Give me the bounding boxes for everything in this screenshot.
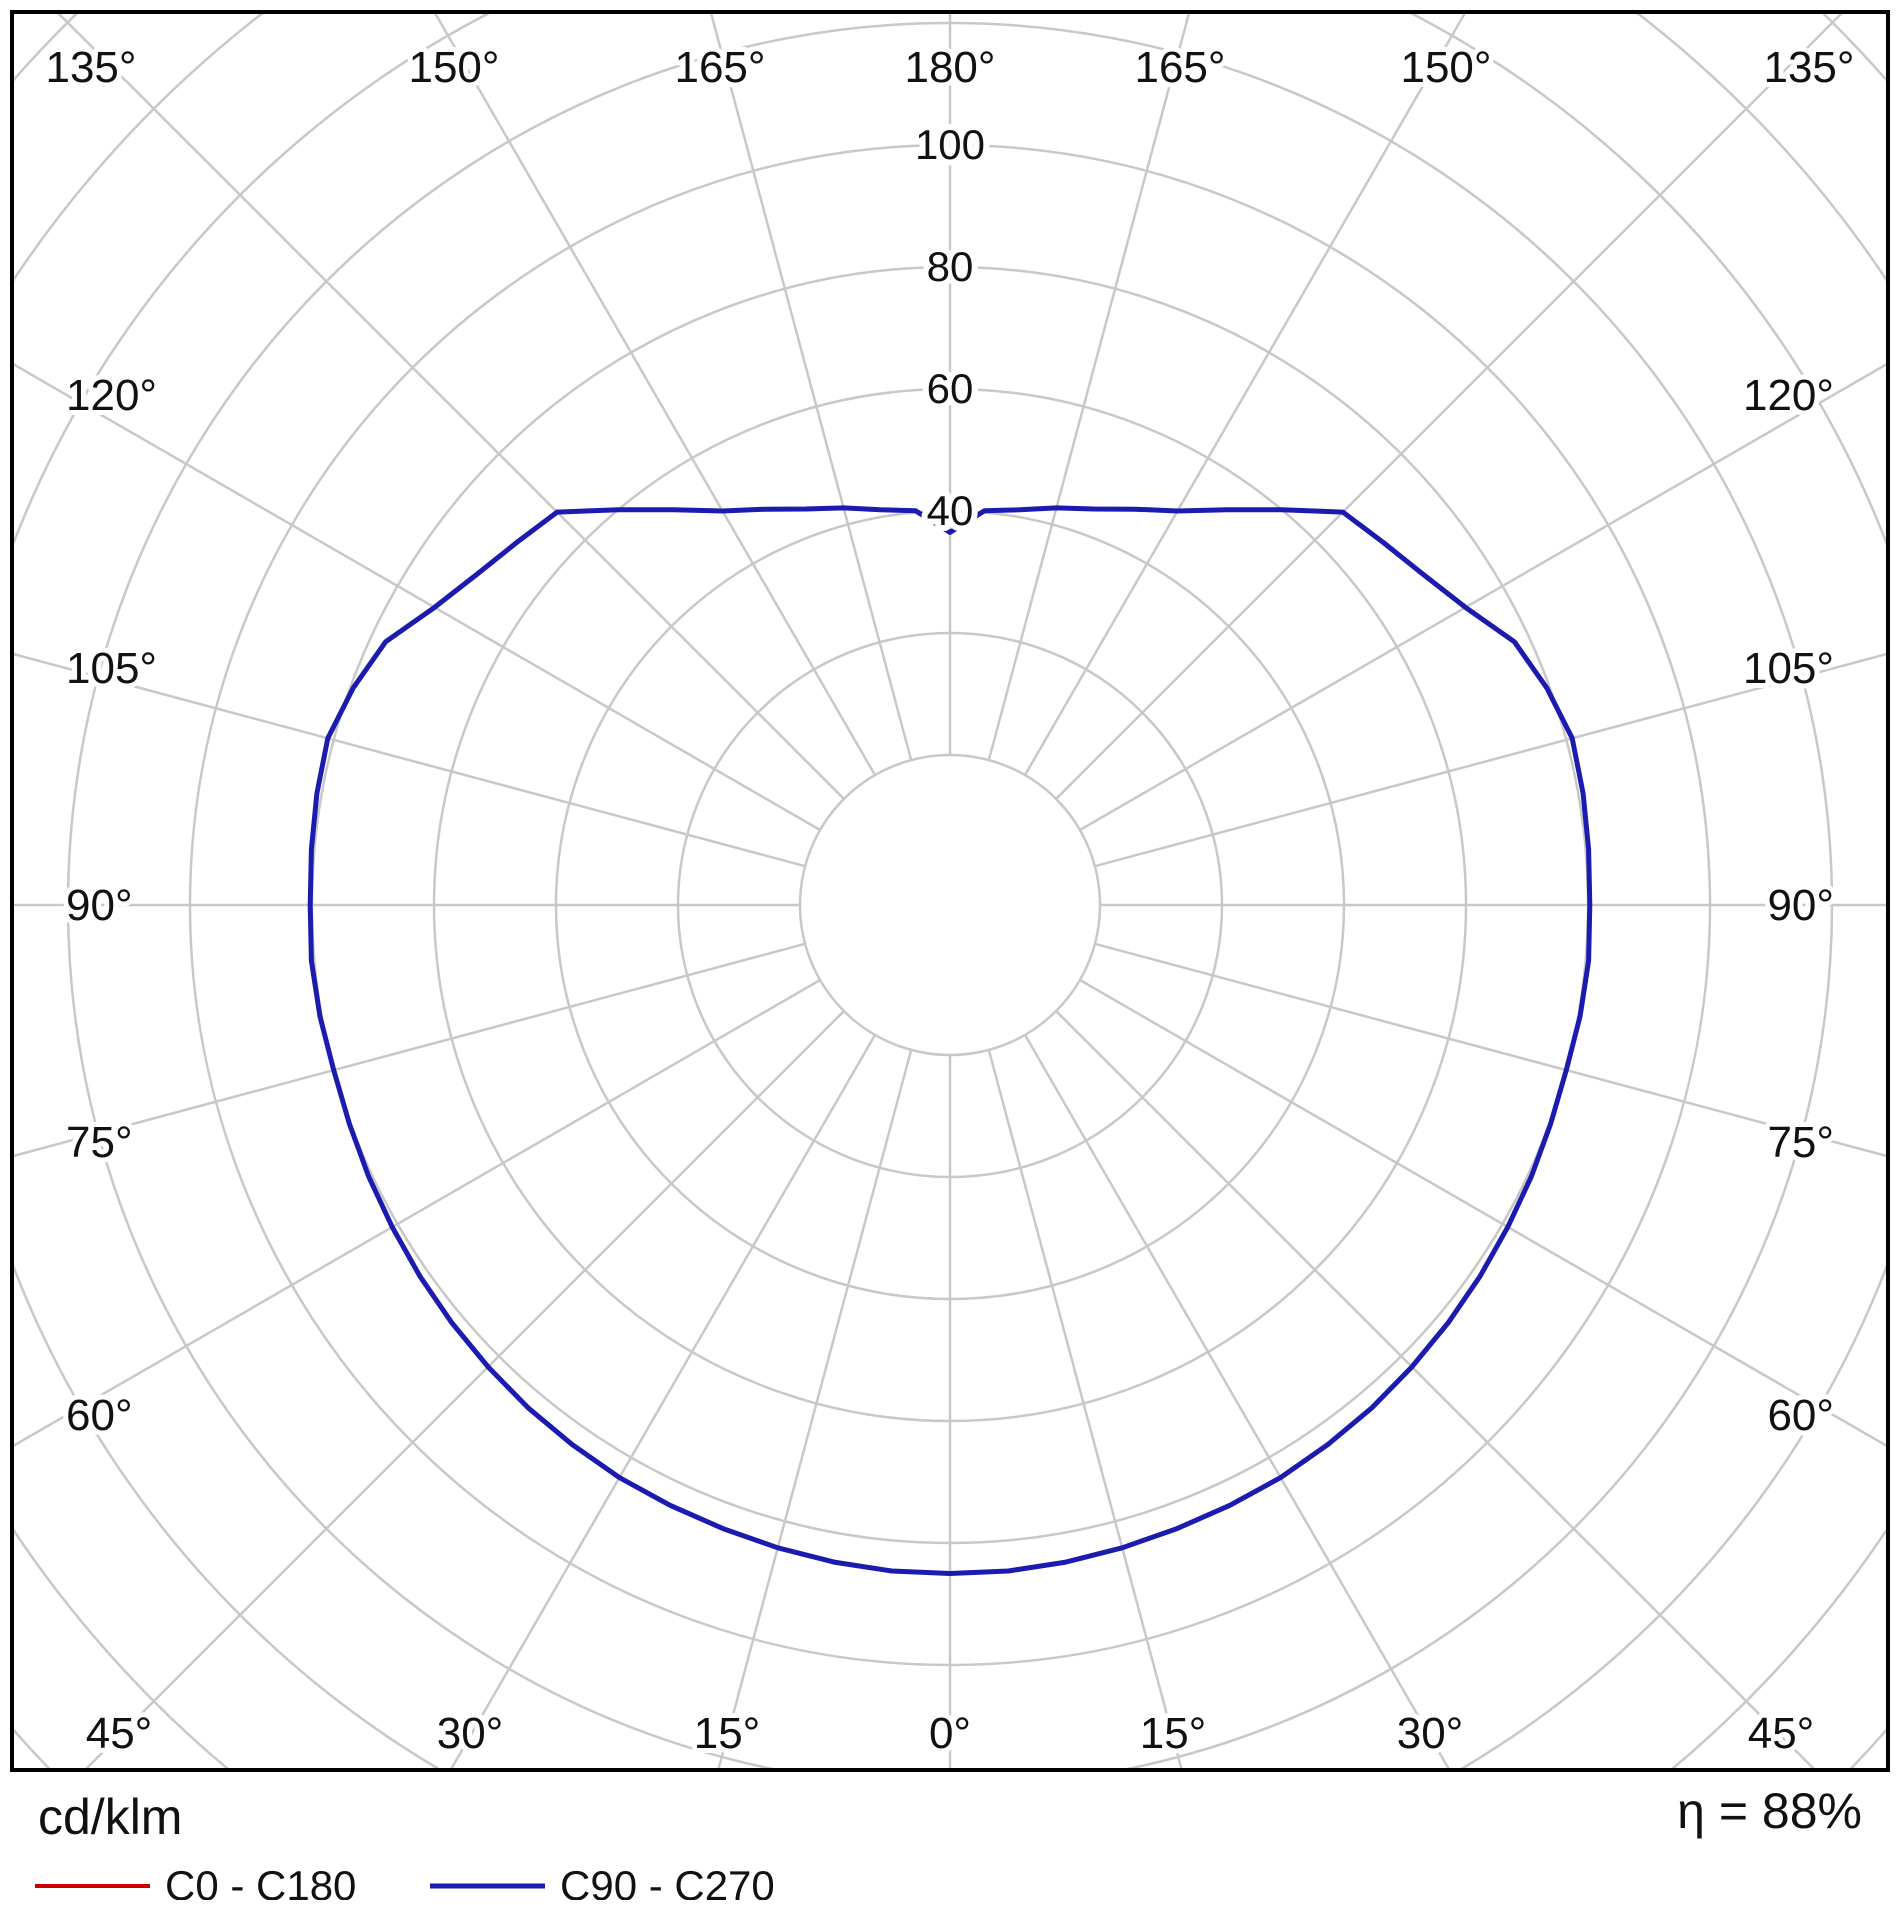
ring-tick-label: 40 (927, 487, 974, 534)
angle-tick-label: 75° (1767, 1118, 1834, 1167)
grid-spoke (709, 14, 913, 761)
chart-border (10, 10, 1890, 1772)
grid-spoke (450, 1034, 877, 1768)
angle-tick-label: 30° (437, 1709, 504, 1758)
grid-spoke (987, 1049, 1183, 1768)
angle-tick-label: 135° (45, 43, 136, 92)
ring-labels: 40 60 80 100 (909, 115, 991, 540)
grid-spoke (14, 942, 806, 1158)
legend-label-c90-c270: C90 - C270 (560, 1862, 775, 1900)
grid-spoke (1094, 942, 1886, 1158)
angle-tick-label: 150° (1400, 43, 1491, 92)
grid-spoke (85, 1010, 845, 1768)
grid-spoke (434, 14, 877, 776)
grid-spoke (717, 1049, 913, 1768)
angle-tick-label: 45° (1748, 1709, 1815, 1758)
angle-tick-label: 90° (1767, 881, 1834, 930)
angle-tick-label: 105° (66, 644, 157, 693)
angle-tick-label: 45° (86, 1709, 153, 1758)
angle-tick-label: 75° (66, 1118, 133, 1167)
legend: C0 - C180 C90 - C270 (35, 1862, 775, 1905)
intensity-curves (307, 505, 1593, 1576)
angle-tick-label: 60° (66, 1391, 133, 1440)
efficiency-label: η = 88% (1677, 1783, 1862, 1839)
grid-spoke (1023, 1034, 1450, 1768)
unit-label: cd/klm (38, 1789, 182, 1845)
angle-tick-label: 120° (1743, 371, 1834, 420)
grid-spoke (14, 652, 806, 868)
angle-tick-label: 60° (1767, 1391, 1834, 1440)
grid-spoke (987, 14, 1191, 761)
grid-spoke (1055, 1010, 1815, 1768)
angle-tick-label: 15° (694, 1709, 761, 1758)
ring-tick-label: 80 (927, 243, 974, 290)
grid-spoke (1055, 14, 1843, 800)
angle-tick-label: 30° (1397, 1709, 1464, 1758)
angle-tick-label: 180° (904, 43, 995, 92)
grid-spoke (14, 978, 821, 1447)
angle-labels: 0° 15° 15° 30° 30° 45° 45° 60° 60° 75° 75° 90° 90° 10… (40, 38, 1859, 1763)
ring-tick-label: 60 (927, 365, 974, 412)
legend-label-c0-c180: C0 - C180 (165, 1862, 356, 1900)
angle-tick-label: 15° (1140, 1709, 1207, 1758)
grid-spoke (1079, 978, 1886, 1447)
grid-spoke (1094, 652, 1886, 868)
angle-tick-label: 135° (1763, 43, 1854, 92)
grid-spoke (57, 14, 845, 800)
angle-tick-label: 90° (66, 881, 133, 930)
angle-tick-label: 105° (1743, 644, 1834, 693)
grid-spoke (14, 363, 821, 832)
curve-c90-c270 (307, 505, 1593, 1576)
angle-tick-label: 0° (929, 1709, 971, 1758)
angle-tick-label: 165° (674, 43, 765, 92)
angle-tick-label: 165° (1134, 43, 1225, 92)
grid-spoke (1023, 14, 1466, 776)
grid-spoke (1079, 363, 1886, 832)
angle-tick-label: 150° (408, 43, 499, 92)
angle-tick-label: 120° (66, 371, 157, 420)
ring-tick-label: 100 (915, 121, 985, 168)
